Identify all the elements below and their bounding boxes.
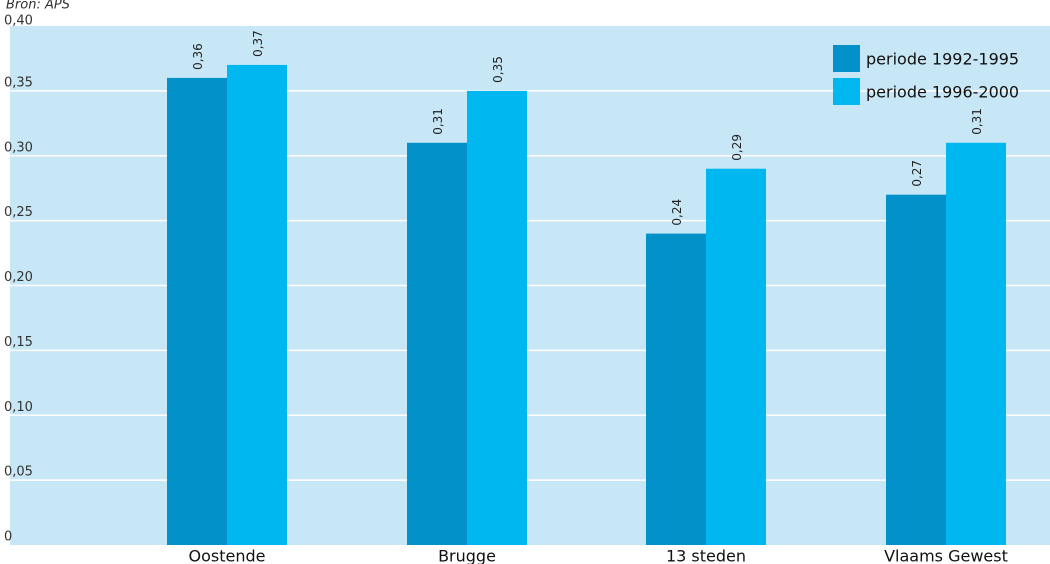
- bar: [167, 77, 227, 546]
- bar-value-label: 0,36: [191, 43, 205, 70]
- bar-value-label: 0,35: [491, 56, 505, 83]
- bar: [407, 142, 467, 545]
- legend-label: periode 1996-2000: [866, 83, 1019, 102]
- x-category-label: 13 steden: [666, 547, 746, 564]
- bars: 0,36 0,37 0,31 0,35 0,24 0,29 0,27 0,31: [167, 30, 1006, 546]
- x-category-label: Oostende: [189, 547, 266, 564]
- bar: [946, 142, 1006, 545]
- legend-swatch: [833, 78, 860, 105]
- y-tick-label: 0,25: [4, 205, 33, 220]
- legend: periode 1992-1995 periode 1996-2000: [833, 45, 1019, 105]
- x-category-label: Vlaams Gewest: [884, 547, 1008, 564]
- bar: [646, 233, 706, 545]
- y-tick-label: 0,30: [4, 140, 33, 155]
- bar-value-label: 0,29: [730, 134, 744, 161]
- bar-value-label: 0,37: [251, 30, 265, 57]
- bar: [227, 64, 287, 546]
- legend-label: periode 1992-1995: [866, 50, 1019, 69]
- y-tick-label: 0,15: [4, 335, 33, 350]
- bar: [706, 168, 766, 545]
- x-category-label: Brugge: [438, 547, 496, 564]
- bar-value-label: 0,31: [431, 108, 445, 135]
- y-tick-label: 0,40: [4, 14, 33, 29]
- y-tick-label: 0,05: [4, 465, 33, 480]
- bar-value-label: 0,31: [970, 108, 984, 135]
- bar-value-label: 0,27: [910, 160, 924, 187]
- y-tick-label: 0,20: [4, 270, 33, 285]
- y-axis-ticks: 0 0,05 0,10 0,15 0,20 0,25 0,30 0,35 0,40: [4, 14, 33, 545]
- x-axis-categories: Oostende Brugge 13 steden Vlaams Gewest: [189, 547, 1008, 564]
- bar: [886, 194, 946, 546]
- source-note: Bron: APS: [6, 0, 70, 13]
- y-tick-label: 0,10: [4, 400, 33, 415]
- legend-swatch: [833, 45, 860, 72]
- y-tick-label: 0: [4, 530, 12, 545]
- bar-value-label: 0,24: [670, 199, 684, 226]
- y-tick-label: 0,35: [4, 75, 33, 90]
- bar: [467, 90, 527, 545]
